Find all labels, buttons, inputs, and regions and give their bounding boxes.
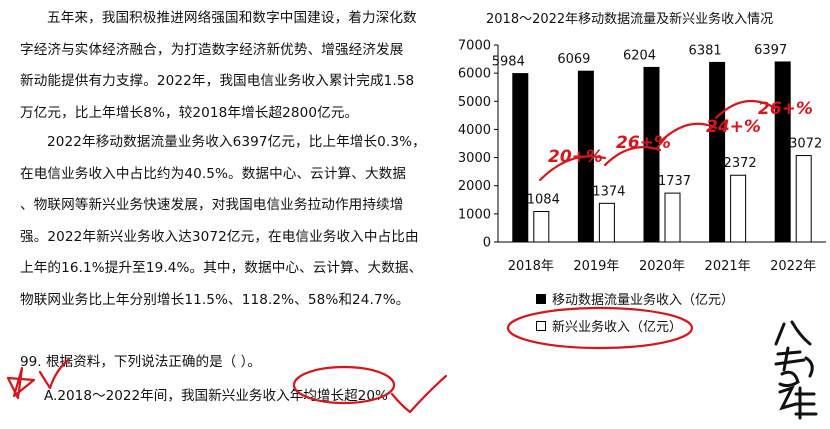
bar-mobile	[577, 70, 594, 243]
legend-label: 移动数据流量业务收入（亿元）	[552, 293, 735, 308]
text-line: 物联网业务比上年分别增长11.5%、118.2%、58%和24.7%。	[20, 291, 410, 308]
y-tick-label: 5000	[458, 95, 491, 110]
text-line: 在电信业务收入中占比约为40.5%。数据中心、云计算、大数据	[20, 165, 407, 182]
option-a[interactable]: A.2018～2022年间，我国新兴业务收入年均增长超20%	[44, 388, 388, 404]
y-tick-label: 0	[483, 236, 491, 251]
data-label: 1084	[527, 192, 560, 207]
data-label: 3072	[789, 137, 822, 152]
y-tick-label: 3000	[458, 151, 491, 166]
text-line: 2022年移动数据流量业务收入6397亿元，比上年增长0.3%，	[47, 134, 426, 150]
bar-emerging	[730, 174, 747, 243]
bar-emerging	[664, 192, 681, 243]
bar-emerging	[598, 202, 615, 243]
data-label: 1737	[658, 174, 691, 189]
data-label: 1374	[592, 184, 625, 199]
x-tick-label: 2022年	[770, 259, 816, 274]
paragraph-1: 五年来，我国积极推进网络强国和数字中国建设，着力深化数 字经济与实体经济融合，为…	[20, 3, 438, 129]
y-tick-label: 2000	[458, 179, 491, 194]
text-line: 字经济与实体经济融合，为打造数字经济新优势、增强经济发展	[20, 41, 404, 58]
legend-item-mobile: 移动数据流量业务收入（亿元）	[536, 289, 734, 308]
text-line: 万亿元，比上年增长8%，较2018年增长超2800亿元。	[20, 104, 359, 121]
x-tick-label: 2021年	[705, 259, 751, 274]
y-tick-label: 6000	[458, 67, 491, 82]
x-tick-label: 2018年	[508, 259, 554, 274]
bar-mobile	[512, 73, 529, 243]
text-line: 强。2022年新兴业务收入达3072亿元，在电信业务收入中占比由	[20, 228, 419, 245]
data-label: 2372	[724, 156, 757, 171]
bar-emerging	[533, 210, 550, 243]
bar-mobile	[774, 61, 791, 243]
text-line: 新动能提供有力支撑。2022年，我国电信业务收入累计完成1.58	[20, 73, 415, 90]
bar-mobile	[709, 61, 726, 243]
passage-panel: 五年来，我国积极推进网络强国和数字中国建设，着力深化数 字经济与实体经济融合，为…	[20, 3, 438, 404]
calligraphy-logo-icon	[774, 320, 818, 420]
legend-swatch-dark	[536, 293, 546, 304]
data-label: 6397	[754, 43, 787, 58]
chart-title: 2018～2022年移动数据流量及新兴业务收入情况	[486, 12, 774, 27]
bar-emerging	[795, 155, 812, 243]
question-stem: 99. 根据资料，下列说法正确的是（ ）。	[20, 354, 261, 370]
data-label: 6204	[623, 48, 656, 63]
paragraph-2: 2022年移动数据流量业务收入6397亿元，比上年增长0.3%， 在电信业务收入…	[20, 127, 438, 317]
y-tick-label: 4000	[458, 123, 491, 138]
data-label: 6381	[689, 43, 722, 58]
y-tick-label: 1000	[458, 207, 491, 222]
text-line: 上年的16.1%提升至19.4%。其中，数据中心、云计算、大数据、	[20, 260, 423, 277]
legend-label: 新兴业务收入（亿元）	[552, 320, 683, 335]
data-label: 6069	[557, 52, 590, 67]
text-line: 五年来，我国积极推进网络强国和数字中国建设，着力深化数	[47, 10, 417, 26]
legend-item-emerging: 新兴业务收入（亿元）	[536, 316, 682, 335]
bar-mobile	[643, 66, 660, 243]
x-tick-label: 2020年	[639, 259, 685, 274]
x-tick-label: 2019年	[573, 259, 619, 274]
legend-swatch-light	[536, 320, 546, 331]
text-line: 、物联网等新兴业务快速发展，对我国电信业务拉动作用持续增	[20, 197, 404, 214]
data-label: 5984	[492, 55, 525, 70]
y-tick-label: 7000	[458, 39, 491, 54]
